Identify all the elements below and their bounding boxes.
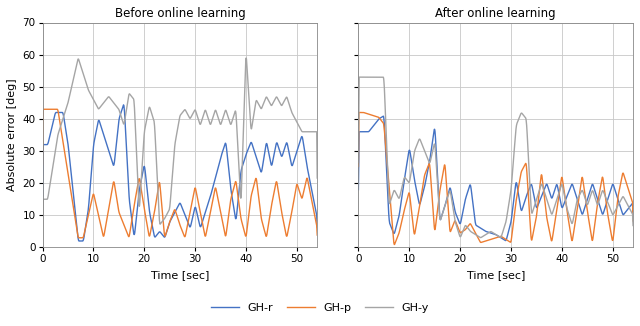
- Line: GH-p: GH-p: [358, 112, 633, 244]
- GH-p: [39, 107, 47, 111]
- GH-r: [314, 225, 321, 229]
- GH-r: [296, 140, 304, 144]
- GH-y: [497, 235, 504, 239]
- X-axis label: Time [sec]: Time [sec]: [150, 270, 209, 280]
- GH-r: [75, 239, 83, 243]
- GH-p: [141, 212, 149, 216]
- GH-y: [477, 236, 484, 240]
- GH-r: [497, 235, 504, 239]
- GH-y: [156, 222, 164, 226]
- GH-r: [181, 213, 189, 216]
- GH-p: [428, 189, 436, 193]
- GH-r: [612, 190, 620, 194]
- GH-y: [554, 196, 561, 200]
- GH-p: [181, 235, 189, 239]
- GH-y: [355, 160, 362, 164]
- GH-r: [120, 103, 127, 107]
- GH-y: [428, 154, 435, 158]
- GH-y: [237, 190, 245, 194]
- GH-y: [629, 224, 637, 228]
- GH-p: [497, 234, 504, 238]
- GH-r: [380, 114, 387, 118]
- GH-p: [355, 111, 363, 114]
- Title: Before online learning: Before online learning: [115, 7, 245, 20]
- Line: GH-p: GH-p: [43, 109, 317, 238]
- GH-y: [390, 189, 398, 193]
- GH-r: [112, 149, 120, 153]
- Line: GH-y: GH-y: [358, 77, 633, 238]
- GH-p: [314, 233, 321, 237]
- GH-r: [75, 238, 83, 242]
- GH-r: [428, 147, 435, 151]
- GH-p: [296, 191, 304, 195]
- Line: GH-r: GH-r: [43, 105, 317, 241]
- GH-p: [75, 236, 83, 240]
- GH-y: [243, 56, 250, 60]
- GH-y: [75, 57, 83, 61]
- GH-p: [554, 204, 561, 208]
- GH-y: [111, 103, 119, 107]
- GH-y: [180, 108, 188, 112]
- GH-r: [355, 188, 362, 192]
- X-axis label: Time [sec]: Time [sec]: [467, 270, 525, 280]
- Legend: GH-r, GH-p, GH-y: GH-r, GH-p, GH-y: [207, 298, 433, 317]
- Y-axis label: Absolute error [deg]: Absolute error [deg]: [7, 79, 17, 191]
- GH-y: [141, 128, 148, 132]
- GH-r: [502, 239, 509, 243]
- GH-p: [39, 163, 47, 167]
- GH-p: [457, 230, 465, 234]
- Line: GH-y: GH-y: [43, 58, 317, 224]
- GH-y: [355, 75, 363, 79]
- GH-y: [39, 216, 47, 220]
- Title: After online learning: After online learning: [435, 7, 556, 20]
- GH-p: [112, 191, 120, 195]
- GH-r: [141, 169, 149, 173]
- GH-p: [355, 165, 362, 169]
- GH-p: [612, 214, 620, 218]
- GH-r: [39, 194, 47, 198]
- GH-y: [457, 234, 465, 238]
- GH-r: [629, 216, 637, 220]
- GH-y: [612, 208, 620, 212]
- GH-r: [554, 184, 561, 188]
- GH-y: [296, 126, 304, 130]
- Line: GH-r: GH-r: [358, 116, 633, 241]
- GH-p: [75, 236, 83, 240]
- GH-y: [314, 176, 321, 180]
- GH-p: [629, 219, 637, 223]
- GH-p: [390, 243, 398, 246]
- GH-r: [457, 220, 465, 224]
- GH-p: [238, 219, 246, 223]
- GH-r: [390, 231, 398, 235]
- GH-p: [391, 242, 399, 246]
- GH-r: [238, 167, 246, 170]
